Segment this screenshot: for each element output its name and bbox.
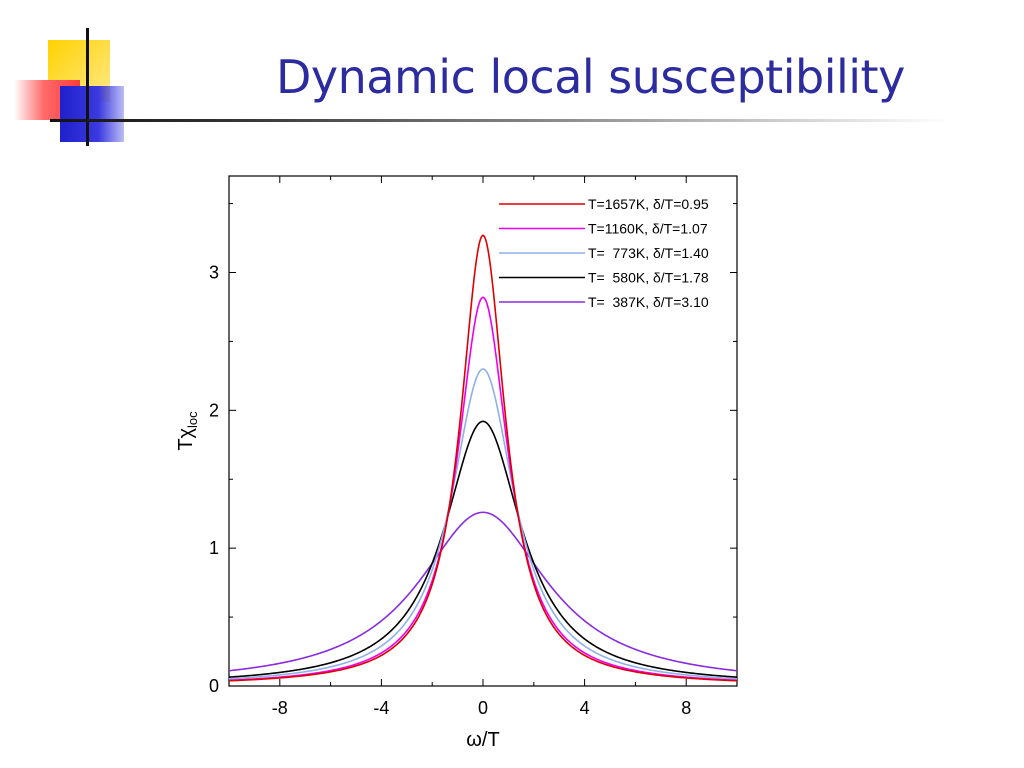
legend-label: T= 580K, δ/T=1.78 bbox=[588, 270, 709, 286]
decor-blue-square bbox=[60, 86, 124, 142]
legend-label: T= 387K, δ/T=3.10 bbox=[588, 294, 709, 310]
y-tick-label: 2 bbox=[209, 400, 219, 420]
series-line bbox=[229, 368, 737, 680]
decor-vertical-line bbox=[86, 28, 89, 146]
y-tick-label: 0 bbox=[209, 676, 219, 696]
series-line bbox=[229, 234, 737, 682]
y-axis-label: Tχloc bbox=[175, 411, 200, 451]
y-tick-label: 1 bbox=[209, 538, 219, 558]
x-axis-label: ω/T bbox=[466, 729, 499, 751]
series-line bbox=[229, 296, 737, 682]
x-tick-label: -4 bbox=[373, 698, 389, 718]
legend-label: T=1160K, δ/T=1.07 bbox=[588, 221, 708, 237]
y-tick-label: 3 bbox=[209, 262, 219, 282]
legend-label: T=1657K, δ/T=0.95 bbox=[588, 196, 709, 212]
slide-title: Dynamic local susceptibility bbox=[276, 50, 905, 104]
series-line bbox=[229, 420, 737, 678]
legend-label: T= 773K, δ/T=1.40 bbox=[588, 245, 709, 261]
x-tick-label: 8 bbox=[681, 698, 691, 718]
decor-horizontal-line bbox=[50, 119, 950, 122]
x-tick-label: -8 bbox=[272, 698, 288, 718]
x-tick-label: 4 bbox=[580, 698, 590, 718]
x-tick-label: 0 bbox=[478, 698, 488, 718]
series-line bbox=[229, 511, 737, 672]
